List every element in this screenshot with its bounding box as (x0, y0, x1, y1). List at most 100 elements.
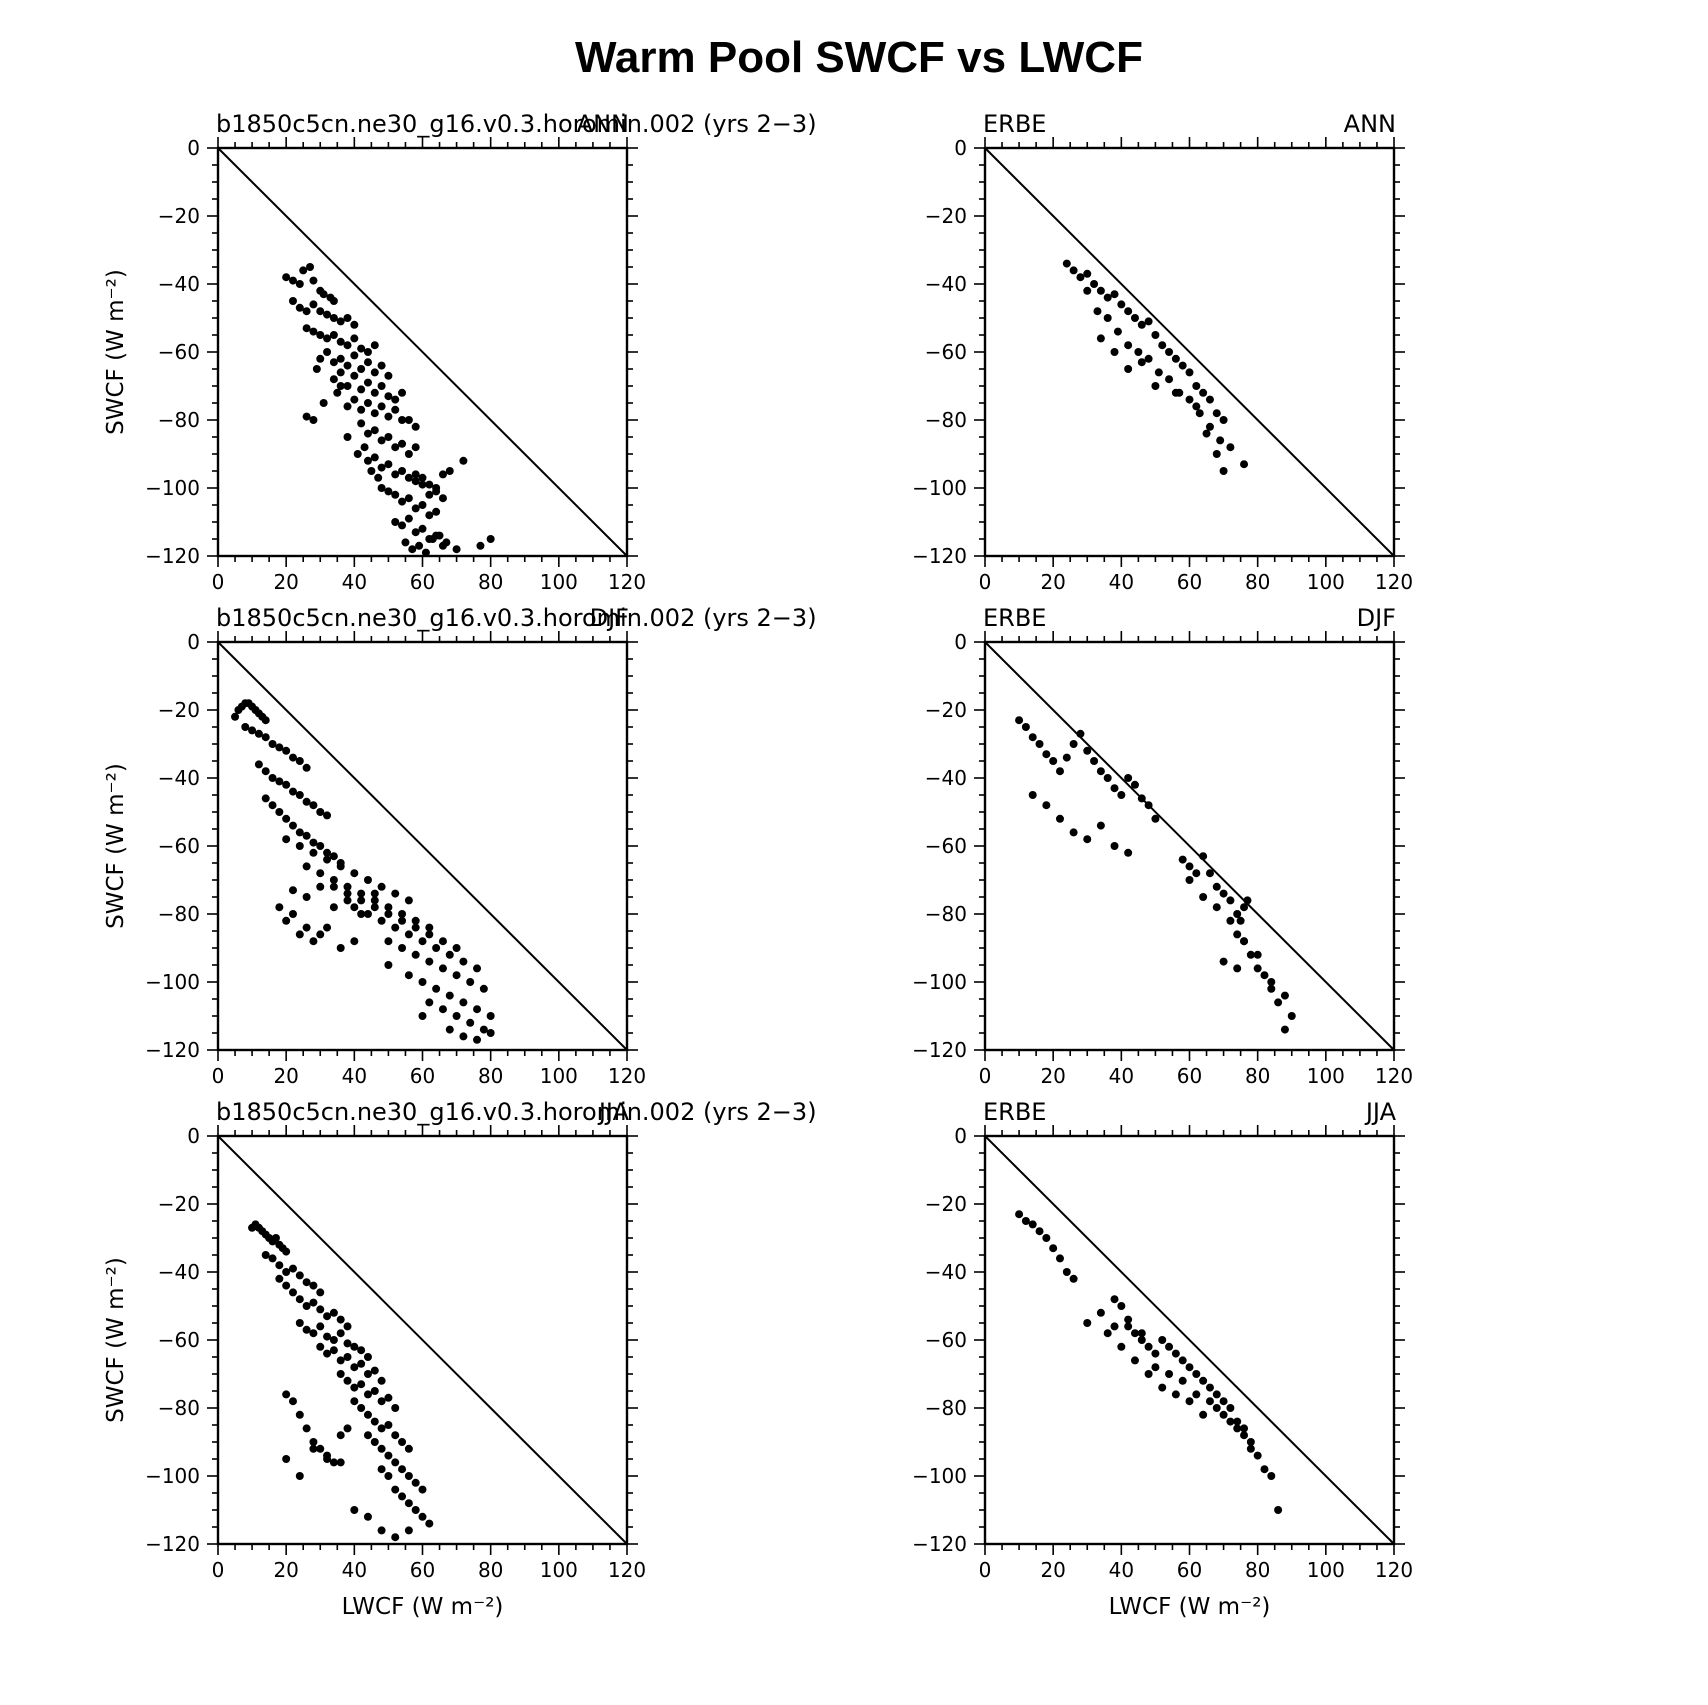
scatter-point (1287, 1012, 1296, 1020)
scatter-point (391, 1431, 400, 1440)
scatter-point (343, 1339, 352, 1348)
scatter-point (261, 733, 270, 742)
scatter-point (370, 453, 379, 462)
scatter-point (295, 842, 304, 850)
y-tick-label: −120 (145, 544, 200, 568)
scatter-point (370, 368, 379, 377)
scatter-point (377, 1526, 386, 1535)
scatter-point (377, 916, 386, 925)
scatter-point (302, 797, 311, 806)
scatter-point (370, 1417, 379, 1426)
scatter-point (1144, 1342, 1153, 1351)
scatter-point (1055, 767, 1064, 776)
scatter-point (282, 814, 291, 823)
scatter-point (438, 937, 447, 946)
scatter-point (1117, 1302, 1126, 1310)
scatter-point (316, 307, 325, 316)
x-tick-label: 80 (478, 1558, 503, 1582)
scatter-point (288, 1264, 297, 1273)
scatter-point (418, 1512, 427, 1521)
scatter-point (254, 729, 263, 738)
y-tick-label: −120 (145, 1038, 200, 1062)
scatter-point (1195, 409, 1204, 418)
scatter-point (404, 1444, 413, 1453)
scatter-point (1236, 916, 1245, 925)
scatter-point (391, 889, 400, 898)
scatter-point (398, 944, 407, 952)
scatter-point (336, 944, 345, 952)
scatter-point (316, 930, 325, 939)
scatter-point (404, 514, 413, 523)
scatter-point (1015, 716, 1024, 725)
x-tick-label: 80 (1245, 1064, 1270, 1088)
panel-left-label: ERBE (983, 604, 1046, 632)
scatter-point (1015, 1210, 1024, 1219)
scatter-point (323, 848, 332, 857)
scatter-point (329, 331, 338, 339)
scatter-point (1219, 467, 1228, 475)
scatter-point (384, 371, 393, 380)
scatter-point (377, 382, 386, 390)
scatter-point (302, 1278, 311, 1287)
scatter-point (1062, 1268, 1071, 1276)
scatter-point (398, 916, 407, 925)
scatter-point (411, 528, 420, 537)
scatter-point (476, 541, 485, 550)
scatter-point (1205, 1383, 1214, 1392)
scatter-point (384, 1393, 393, 1402)
scatter-point (323, 855, 332, 864)
scatter-point (377, 1444, 386, 1453)
scatter-point (391, 1485, 400, 1494)
scatter-point (391, 443, 400, 452)
y-tick-label: −40 (925, 1260, 967, 1284)
scatter-point (1049, 1244, 1058, 1253)
scatter-point (329, 314, 338, 322)
scatter-point (374, 473, 383, 482)
x-tick-label: 40 (1109, 1558, 1134, 1582)
scatter-point (1049, 757, 1058, 765)
scatter-point (309, 1298, 318, 1307)
scatter-point (384, 937, 393, 946)
scatter-point (295, 930, 304, 939)
scatter-point (1130, 1356, 1139, 1365)
scatter-point (1103, 1329, 1112, 1338)
scatter-point (459, 957, 468, 966)
scatter-point (302, 923, 311, 932)
scatter-point (1028, 733, 1037, 742)
scatter-point (363, 1431, 372, 1440)
scatter-points (1015, 716, 1296, 1034)
scatter-point (398, 910, 407, 918)
scatter-point (1110, 348, 1119, 356)
scatter-point (1219, 1397, 1228, 1406)
panel-right-label: ANN (1344, 110, 1396, 138)
scatter-point (302, 893, 311, 901)
scatter-point (404, 1526, 413, 1535)
y-tick-label: 0 (954, 136, 967, 160)
scatter-point (357, 365, 366, 373)
scatter-points (1062, 259, 1249, 475)
scatter-point (425, 480, 434, 489)
scatter-point (1042, 750, 1051, 759)
y-axis-title: SWCF (W m⁻²) (103, 1257, 129, 1423)
scatter-point (316, 808, 325, 816)
scatter-point (1185, 1363, 1194, 1372)
scatter-point (316, 354, 325, 363)
scatter-point (336, 1356, 345, 1365)
x-tick-label: 120 (608, 570, 646, 594)
scatter-point (271, 1234, 280, 1242)
scatter-point (1192, 1370, 1201, 1378)
scatter-point (353, 450, 362, 458)
scatter-point (1240, 903, 1249, 912)
x-tick-label: 60 (410, 1558, 435, 1582)
scatter-point (370, 388, 379, 397)
scatter-point (350, 320, 359, 329)
x-tick-label: 120 (1375, 1064, 1413, 1088)
scatter-point (1219, 416, 1228, 424)
scatter-point (377, 1465, 386, 1474)
y-tick-label: −60 (158, 340, 200, 364)
scatter-point (350, 334, 359, 343)
scatter-point (404, 896, 413, 905)
scatter-point (268, 1254, 277, 1263)
scatter-point (357, 1346, 366, 1355)
x-tick-label: 100 (540, 570, 578, 594)
